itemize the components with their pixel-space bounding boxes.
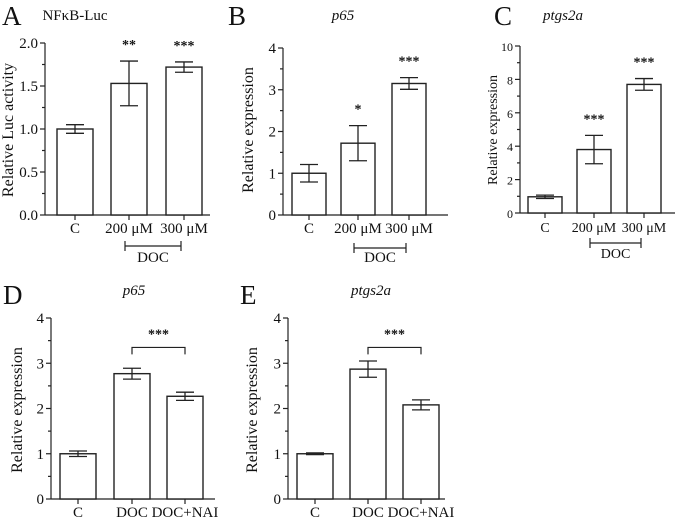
x-tick-label: 200 μM xyxy=(334,221,382,237)
y-axis-label: Relative expression xyxy=(486,75,501,185)
y-axis-label: Relative expression xyxy=(244,347,261,473)
x-tick-label: DOC+NAI xyxy=(388,505,455,521)
bar xyxy=(113,372,151,500)
chart-title: p65 xyxy=(331,8,355,24)
y-tick-label: 1 xyxy=(37,447,45,463)
bar xyxy=(391,82,427,216)
y-tick-label: 4 xyxy=(274,311,282,327)
x-tick-label: C xyxy=(304,221,314,237)
chart-title: p65 xyxy=(122,283,146,299)
comparison-bracket xyxy=(131,346,186,355)
y-tick-label: 2 xyxy=(37,402,45,418)
x-tick-label: 200 μM xyxy=(572,221,617,236)
comparison-bracket xyxy=(367,346,422,355)
x-tick-label: DOC+NAI xyxy=(152,505,219,521)
bar xyxy=(402,404,440,500)
bar xyxy=(59,453,97,500)
y-tick-label: 6 xyxy=(507,107,513,121)
bar xyxy=(165,66,203,216)
y-tick-label: 2.0 xyxy=(19,36,38,52)
x-tick-label: C xyxy=(540,221,549,236)
y-tick-label: 0.0 xyxy=(19,208,38,224)
y-tick-label: 1.5 xyxy=(19,79,38,95)
y-tick-label: 3 xyxy=(37,356,45,372)
y-tick-label: 1 xyxy=(274,447,282,463)
panel-letter: C xyxy=(494,1,512,31)
y-tick-label: 0.5 xyxy=(19,165,38,181)
y-tick-label: 0 xyxy=(269,208,277,224)
chart-title: ptgs2a xyxy=(350,283,391,299)
x-tick-label: DOC xyxy=(352,505,384,521)
significance-marker: *** xyxy=(584,112,605,127)
x-tick-label: 200 μM xyxy=(105,221,153,237)
y-tick-label: 4 xyxy=(269,41,277,57)
significance-marker: * xyxy=(355,103,362,118)
x-tick-label: 300 μM xyxy=(160,221,208,237)
x-tick-label: C xyxy=(310,505,320,521)
significance-marker: *** xyxy=(634,56,655,71)
significance-marker: ** xyxy=(122,38,136,53)
bar xyxy=(56,128,94,216)
y-tick-label: 1 xyxy=(269,166,277,182)
y-tick-label: 2 xyxy=(269,125,277,141)
x-tick-label: C xyxy=(70,221,80,237)
y-tick-label: 0 xyxy=(274,492,282,508)
y-tick-label: 10 xyxy=(501,40,513,54)
y-tick-label: 3 xyxy=(269,83,277,99)
chart-title: NFκB-Luc xyxy=(42,8,107,24)
group-label: DOC xyxy=(137,250,169,266)
bar xyxy=(349,368,387,500)
bar xyxy=(626,83,662,214)
y-tick-label: 0 xyxy=(507,207,513,221)
panel-letter: A xyxy=(2,1,22,31)
y-tick-label: 1.0 xyxy=(19,122,38,138)
bar xyxy=(166,395,204,500)
panel-letter: E xyxy=(240,280,257,310)
y-axis-label: Relative expression xyxy=(240,67,257,193)
y-tick-label: 0 xyxy=(37,492,45,508)
bar xyxy=(296,453,334,500)
y-tick-label: 2 xyxy=(274,402,282,418)
panel-letter: B xyxy=(228,1,246,31)
y-tick-label: 8 xyxy=(507,73,513,87)
bar xyxy=(527,196,563,214)
y-tick-label: 4 xyxy=(37,311,45,327)
chart-title: ptgs2a xyxy=(542,8,583,24)
x-tick-label: C xyxy=(73,505,83,521)
y-tick-label: 2 xyxy=(507,174,513,188)
comparison-significance: *** xyxy=(148,327,169,342)
significance-marker: *** xyxy=(399,55,420,70)
x-tick-label: DOC xyxy=(116,505,148,521)
comparison-significance: *** xyxy=(384,327,405,342)
group-label: DOC xyxy=(364,250,396,266)
significance-marker: *** xyxy=(174,39,195,54)
y-axis-label: Relative expression xyxy=(9,347,26,473)
panel-letter: D xyxy=(3,280,23,310)
y-tick-label: 4 xyxy=(507,140,513,154)
group-label: DOC xyxy=(601,247,631,262)
x-tick-label: 300 μM xyxy=(385,221,433,237)
y-tick-label: 3 xyxy=(274,356,282,372)
x-tick-label: 300 μM xyxy=(622,221,667,236)
y-axis-label: Relative Luc activity xyxy=(0,63,17,197)
